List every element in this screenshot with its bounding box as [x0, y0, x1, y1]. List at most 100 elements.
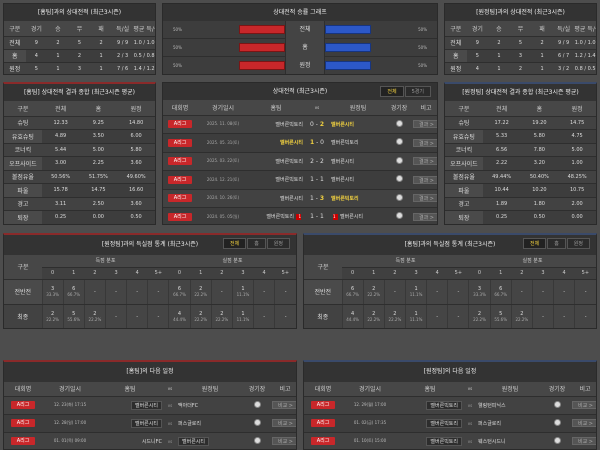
row-label: 파울: [4, 183, 42, 198]
column-header: 평균 득/실: [574, 21, 596, 37]
league-badge[interactable]: A리그: [167, 194, 193, 203]
league-badge[interactable]: A리그: [167, 212, 193, 221]
column-header: 홈팀: [98, 382, 162, 397]
count: -: [584, 313, 587, 320]
result-button[interactable]: 결과 >: [413, 175, 437, 184]
home-team: 멜버른시티: [279, 140, 303, 147]
table-row: 코너킥 6.56 7.80 5.00: [445, 143, 596, 157]
percent: 55.6%: [494, 317, 508, 322]
bucket-header: 1: [190, 267, 212, 280]
table-row: 코너킥 5.44 5.00 5.80: [4, 143, 155, 157]
stadium-icon[interactable]: [253, 436, 261, 444]
bucket-header: 4: [253, 267, 275, 280]
graph-row-label: 전체: [285, 20, 325, 39]
compare-button[interactable]: 비교 >: [572, 401, 596, 409]
column-header: 구분: [4, 21, 26, 37]
league-badge[interactable]: A리그: [10, 437, 36, 445]
tab-all[interactable]: 전체: [222, 238, 247, 249]
stadium-icon[interactable]: [553, 418, 561, 426]
column-header: vs: [162, 382, 178, 397]
compare-button[interactable]: 비교 >: [572, 419, 596, 427]
compare-button[interactable]: 비교 >: [272, 419, 296, 427]
league-badge[interactable]: A리그: [10, 401, 36, 409]
away-team-cell: 1 멜버른시티: [331, 207, 385, 224]
cell: 1.00: [558, 156, 596, 171]
tab-all[interactable]: 전체: [380, 86, 404, 97]
goals-cell: -: [274, 279, 296, 305]
stadium-icon[interactable]: [395, 175, 403, 183]
match-row: A리그 2024. 10. 26(토) 멜버른시티 1 - 3 멜버른빅토리 결과 >: [163, 189, 437, 208]
stadium-icon[interactable]: [253, 418, 261, 426]
row-label: 볼점유율: [445, 170, 483, 184]
count: -: [457, 313, 460, 320]
count: 3: [50, 286, 55, 292]
stadium-icon[interactable]: [553, 400, 561, 408]
compare-button[interactable]: 비교 >: [572, 437, 596, 445]
column-header: 경기일시: [197, 100, 249, 116]
cell: 5.00: [79, 143, 118, 157]
tab-away[interactable]: 원정: [566, 238, 590, 249]
bucket-header: 0: [42, 267, 64, 280]
cell: 4.89: [41, 129, 80, 144]
tab-all[interactable]: 전체: [522, 238, 547, 249]
bucket-header: 3: [405, 267, 427, 280]
column-header: 패: [90, 21, 112, 37]
league-badge[interactable]: A리그: [167, 157, 193, 166]
result-button[interactable]: 결과 >: [413, 157, 437, 166]
tab-away[interactable]: 원정: [266, 238, 290, 249]
stadium-icon[interactable]: [395, 212, 403, 220]
league-badge[interactable]: A리그: [310, 419, 336, 427]
cell: 15.78: [41, 183, 80, 198]
count: -: [520, 288, 523, 295]
cell: 6.00: [117, 129, 155, 144]
home-team-cell: 시드니FC: [98, 432, 162, 449]
stadium-icon[interactable]: [395, 119, 403, 127]
column-header: 구분: [445, 21, 467, 37]
tab-home[interactable]: 홈: [247, 238, 266, 249]
cell: 3.60: [117, 197, 155, 211]
home-bar-track: [223, 61, 285, 70]
home-team-cell: 멜버른빅토리: [398, 414, 462, 433]
cell: 6.56: [482, 143, 521, 157]
column-header: 전체: [482, 101, 521, 117]
result-button[interactable]: 결과 >: [413, 120, 437, 129]
league-badge[interactable]: A리그: [10, 419, 36, 427]
result-button[interactable]: 결과 >: [413, 138, 437, 147]
count: -: [157, 313, 160, 320]
stadium-icon[interactable]: [553, 436, 561, 444]
compare-button[interactable]: 비교 >: [272, 401, 296, 409]
result-button[interactable]: 결과 >: [413, 212, 437, 221]
tab-recent5[interactable]: 5경기: [404, 86, 431, 97]
home-team-cell: 멜버른빅토리: [398, 396, 462, 415]
league-badge[interactable]: A리그: [167, 120, 193, 129]
column-header: 홈팀: [249, 100, 303, 116]
row-label: 최종: [304, 304, 342, 328]
stadium-icon[interactable]: [395, 138, 403, 146]
table-row: 유효슈팅 4.89 3.50 6.00: [4, 129, 155, 144]
percent: 22.2%: [388, 317, 402, 322]
column-header: 홈팀: [398, 382, 462, 397]
cell: 14.80: [117, 116, 155, 130]
column-header: 원정팀: [331, 100, 385, 116]
schedule-row: A리그 01. 02(금) 17:35 멜버른빅토리 vs 퍼스글로리 비교 >: [304, 414, 596, 433]
cell: 5.00: [558, 143, 596, 157]
percent: 11.1%: [236, 317, 250, 322]
stadium-icon[interactable]: [395, 193, 403, 201]
goals-cell: -: [147, 304, 169, 328]
league-badge[interactable]: A리그: [310, 437, 336, 445]
count: 2: [372, 311, 376, 317]
league-badge[interactable]: A리그: [310, 401, 336, 409]
tab-home[interactable]: 홈: [547, 238, 566, 249]
count: -: [115, 288, 117, 295]
stadium-icon[interactable]: [395, 156, 403, 164]
stadium-icon[interactable]: [253, 400, 261, 408]
away-stats-panel: [원정팀] 상대전적 결과 종합 (최근3시즌 평균) 구분 전체 홈 원정 슈팅 17.2…: [444, 82, 597, 225]
header-row: 대회명 경기일시 홈팀 vs 원정팀 경기장 비고: [163, 100, 437, 116]
league-badge[interactable]: A리그: [167, 138, 193, 147]
compare-button[interactable]: 비교 >: [272, 437, 296, 445]
count: 2: [520, 311, 524, 317]
score-separator: -: [314, 139, 321, 147]
league-badge[interactable]: A리그: [167, 175, 193, 184]
result-button[interactable]: 결과 >: [413, 194, 437, 203]
graph-row-label: 원정: [285, 56, 325, 74]
